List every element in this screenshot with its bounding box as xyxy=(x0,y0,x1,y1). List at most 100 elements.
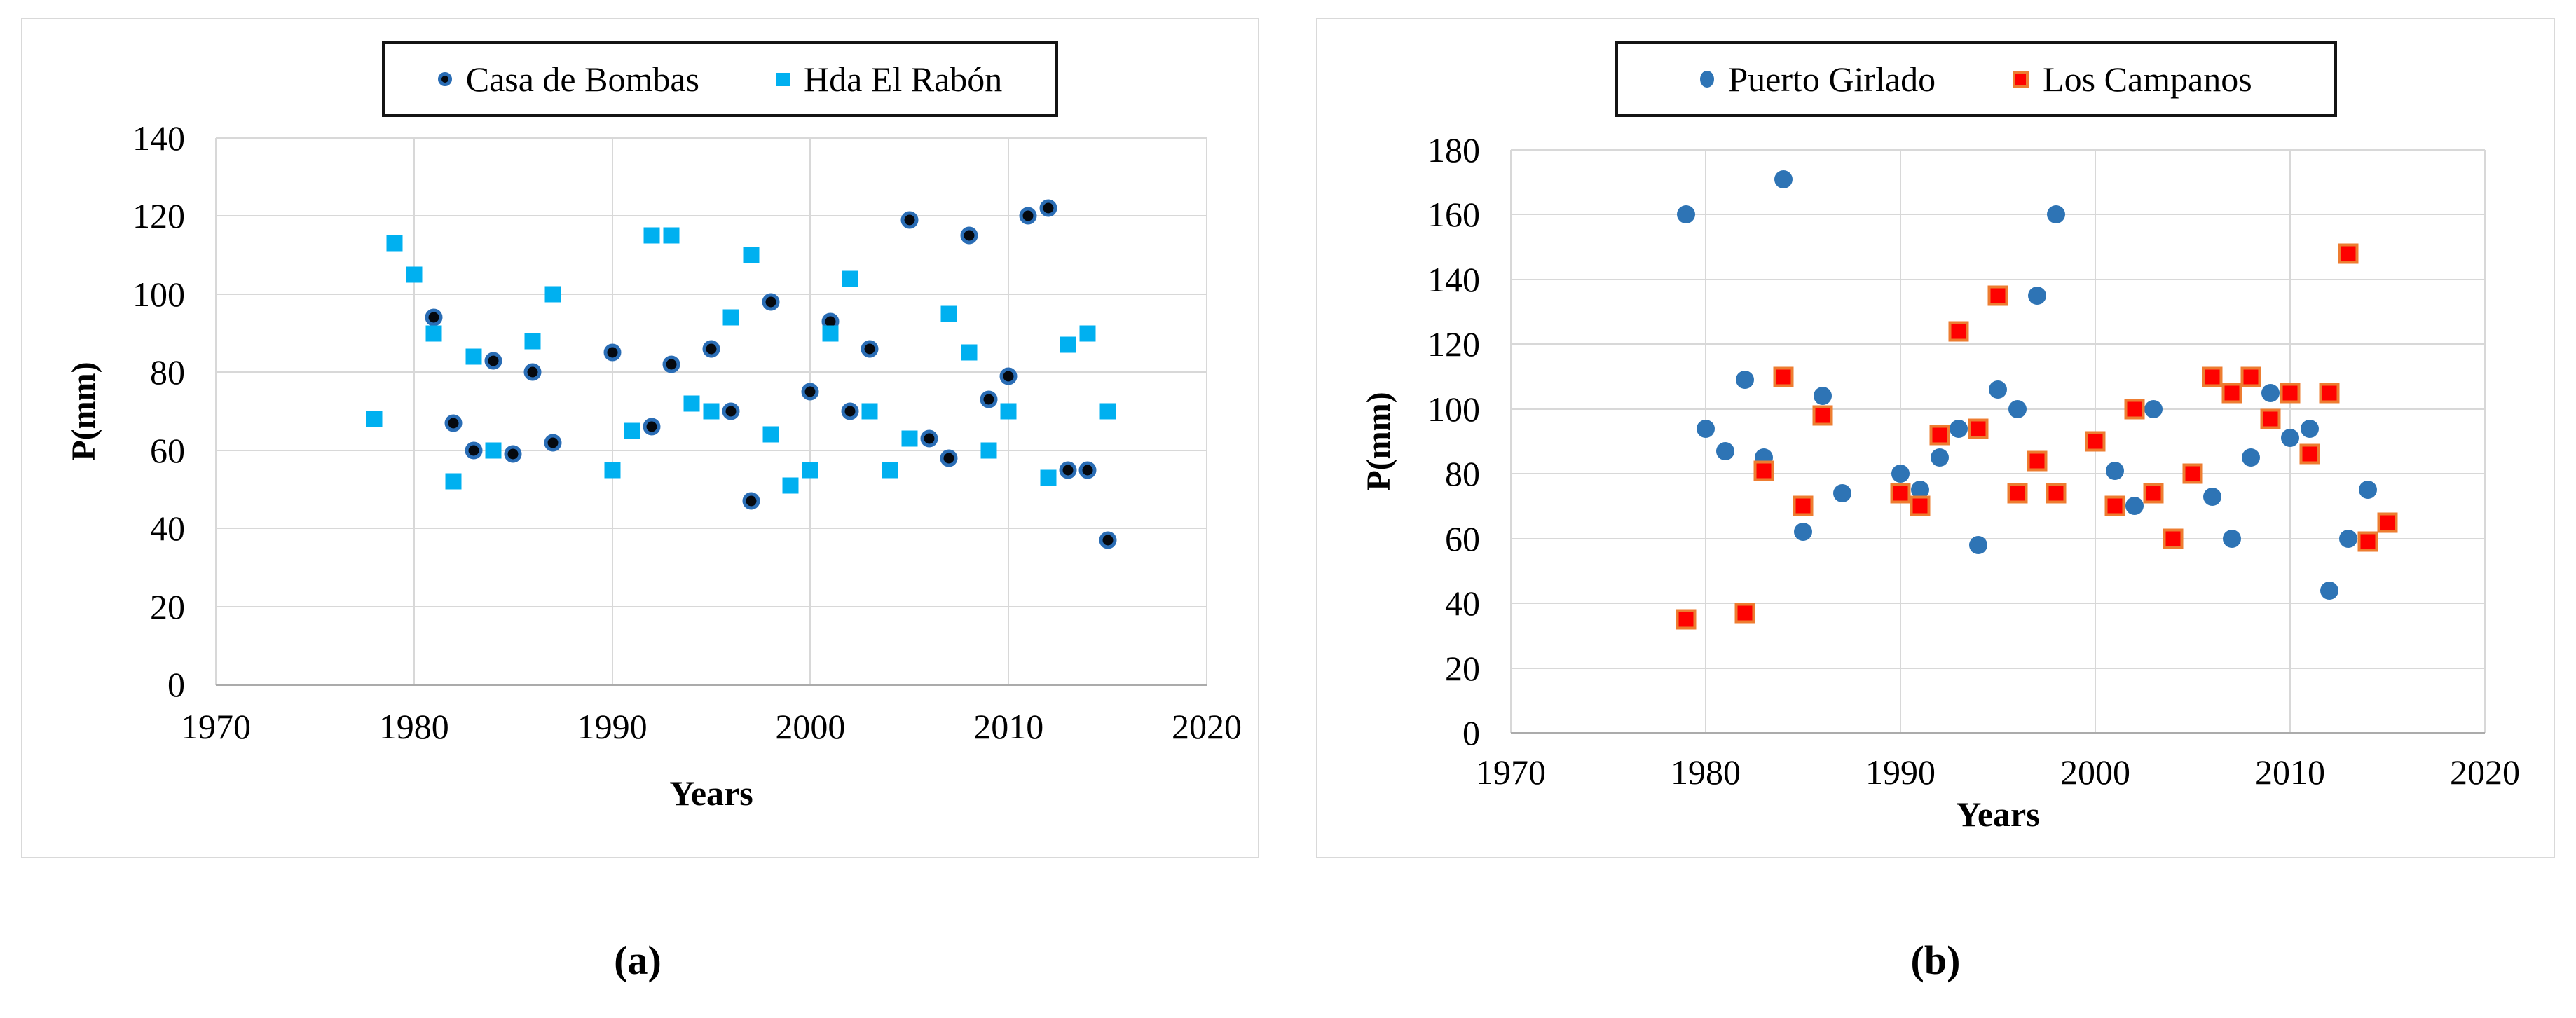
data-point-los-campanos xyxy=(1676,609,1697,630)
data-point-puerto-girlado xyxy=(2202,487,2221,506)
data-point-hda-el-rabón xyxy=(643,227,660,244)
data-point-puerto-girlado xyxy=(2144,399,2163,418)
x-axis-title: Years xyxy=(669,773,753,813)
data-point-los-campanos xyxy=(2299,443,2320,465)
gridline-horizontal xyxy=(1511,473,2485,475)
data-point-puerto-girlado xyxy=(1697,419,1715,438)
gridline-horizontal xyxy=(1511,149,2485,151)
data-point-puerto-girlado xyxy=(1813,387,1832,406)
data-point-casa-de-bombas xyxy=(662,355,680,373)
x-tick-label: 1970 xyxy=(181,707,251,746)
data-point-puerto-girlado xyxy=(2261,383,2280,402)
data-point-puerto-girlado xyxy=(1794,523,1812,542)
gridline-horizontal xyxy=(1511,278,2485,280)
data-point-puerto-girlado xyxy=(1774,170,1793,188)
x-tick-label: 2010 xyxy=(2255,752,2325,792)
data-point-hda-el-rabón xyxy=(465,348,482,365)
data-point-casa-de-bombas xyxy=(999,367,1018,385)
legend-label: Casa de Bombas xyxy=(465,60,699,99)
data-point-casa-de-bombas xyxy=(465,441,483,460)
chart-panel-b: Puerto Girlado Los Campanos P(mm) Years … xyxy=(1316,18,2555,858)
legend-item-casa-de-bombas[interactable]: Casa de Bombas xyxy=(437,59,699,99)
x-tick-label: 1990 xyxy=(1865,752,1936,792)
data-point-hda-el-rabón xyxy=(1060,336,1076,353)
data-point-casa-de-bombas xyxy=(1059,461,1077,479)
data-point-casa-de-bombas xyxy=(801,383,819,401)
gridline-horizontal xyxy=(216,449,1207,451)
data-point-hda-el-rabón xyxy=(1099,403,1116,420)
y-tick-label: 20 xyxy=(1445,648,1480,688)
data-point-los-campanos xyxy=(2338,243,2359,264)
data-point-casa-de-bombas xyxy=(841,402,859,420)
data-point-casa-de-bombas xyxy=(1039,199,1057,217)
gridline-horizontal xyxy=(1511,343,2485,345)
data-point-puerto-girlado xyxy=(2222,529,2241,548)
data-point-casa-de-bombas xyxy=(722,402,740,420)
data-point-puerto-girlado xyxy=(1891,465,1910,483)
data-point-casa-de-bombas xyxy=(920,429,938,448)
circle-marker-icon xyxy=(1700,71,1715,88)
subfigure-label-b: (b) xyxy=(1910,937,1961,983)
gridline-vertical xyxy=(1510,150,1512,733)
data-point-los-campanos xyxy=(1753,460,1774,481)
legend-item-puerto-girlado[interactable]: Puerto Girlado xyxy=(1700,59,1936,99)
data-point-los-campanos xyxy=(2143,483,2164,504)
data-point-casa-de-bombas xyxy=(504,445,522,463)
data-point-los-campanos xyxy=(1948,321,1969,342)
data-point-los-campanos xyxy=(2202,366,2223,387)
data-point-puerto-girlado xyxy=(1950,419,1968,438)
data-point-hda-el-rabón xyxy=(445,473,462,490)
data-point-los-campanos xyxy=(2240,366,2261,387)
legend-label: Puerto Girlado xyxy=(1728,60,1936,99)
legend-item-los-campanos[interactable]: Los Campanos xyxy=(2013,59,2252,99)
data-point-los-campanos xyxy=(2104,495,2125,516)
data-point-los-campanos xyxy=(2085,431,2106,452)
data-point-hda-el-rabón xyxy=(901,430,918,447)
legend-item-hda-el-rabon[interactable]: Hda El Rabón xyxy=(776,59,1002,99)
y-tick-label: 100 xyxy=(132,274,185,314)
data-point-puerto-girlado xyxy=(1715,441,1734,460)
data-point-hda-el-rabón xyxy=(822,325,839,342)
gridline-horizontal xyxy=(216,605,1207,607)
y-tick-label: 120 xyxy=(1427,324,1480,364)
gridline-horizontal xyxy=(216,371,1207,373)
y-tick-label: 40 xyxy=(150,509,185,549)
legend-label: Hda El Rabón xyxy=(804,60,1003,99)
subfigure-label-a: (a) xyxy=(614,937,662,983)
data-point-hda-el-rabón xyxy=(604,462,621,479)
data-point-hda-el-rabón xyxy=(722,309,739,326)
data-point-los-campanos xyxy=(1910,495,1931,516)
data-point-los-campanos xyxy=(2007,483,2028,504)
data-point-hda-el-rabón xyxy=(882,462,898,479)
x-axis-line xyxy=(216,684,1207,686)
data-point-casa-de-bombas xyxy=(643,418,661,436)
y-tick-label: 120 xyxy=(132,196,185,236)
data-point-puerto-girlado xyxy=(1989,380,2007,399)
data-point-casa-de-bombas xyxy=(702,340,720,358)
data-point-casa-de-bombas xyxy=(940,449,958,467)
data-point-hda-el-rabón xyxy=(842,270,858,287)
x-axis-title: Years xyxy=(1956,795,2040,834)
gridline-horizontal xyxy=(216,293,1207,295)
data-point-los-campanos xyxy=(2163,528,2184,549)
gridline-vertical xyxy=(611,138,613,685)
data-point-puerto-girlado xyxy=(2300,419,2319,438)
x-tick-label: 2020 xyxy=(1172,707,1242,746)
data-point-hda-el-rabón xyxy=(703,403,720,420)
x-tick-label: 2000 xyxy=(775,707,846,746)
data-point-los-campanos xyxy=(2221,383,2242,404)
gridline-vertical xyxy=(1705,150,1706,733)
y-axis-title: P(mm) xyxy=(1360,392,1397,491)
gridline-horizontal xyxy=(1511,537,2485,539)
y-tick-label: 140 xyxy=(132,118,185,158)
data-point-casa-de-bombas xyxy=(980,390,998,408)
data-point-puerto-girlado xyxy=(2281,429,2299,448)
data-point-puerto-girlado xyxy=(2105,461,2124,480)
gridline-horizontal xyxy=(216,528,1207,530)
data-point-casa-de-bombas xyxy=(762,293,780,311)
data-point-hda-el-rabón xyxy=(762,426,779,443)
x-axis-line xyxy=(1511,732,2485,734)
data-point-hda-el-rabón xyxy=(861,403,878,420)
x-tick-label: 1980 xyxy=(1671,752,1741,792)
